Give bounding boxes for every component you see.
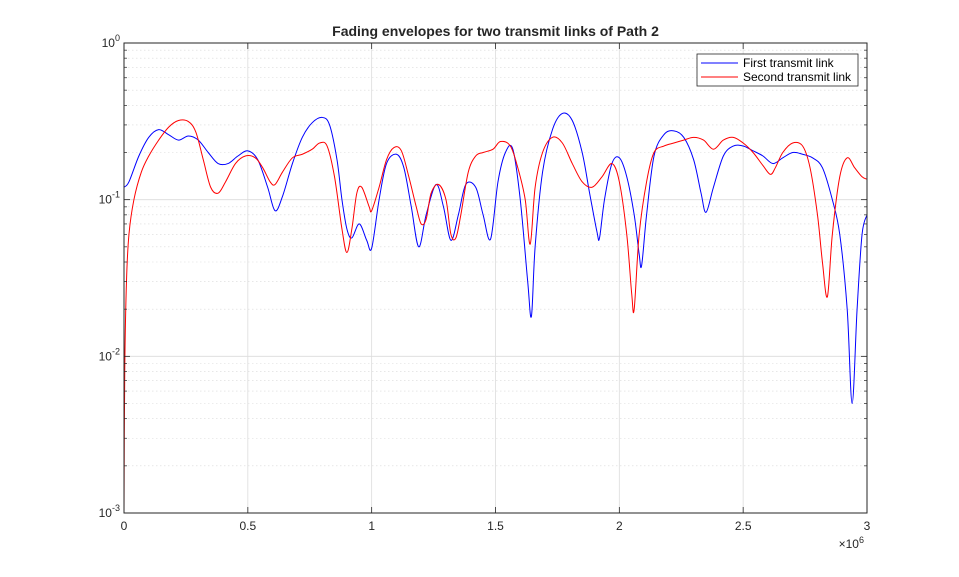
- x-tick-label: 1: [368, 519, 375, 533]
- series-line-2: [123, 119, 868, 514]
- x-tick-label: 2: [616, 519, 623, 533]
- series-line-1: [123, 112, 868, 404]
- series-layer: [123, 112, 868, 514]
- x-tick-label: 0.5: [239, 519, 256, 533]
- x-tick-label: 3: [864, 519, 871, 533]
- tick-marks: [123, 42, 868, 514]
- chart-title: Fading envelopes for two transmit links …: [332, 23, 659, 39]
- legend-label-1: First transmit link: [743, 56, 835, 70]
- legend-box: [696, 53, 859, 87]
- x-exponent-label: ×106: [839, 535, 864, 551]
- x-tick-label: 0: [121, 519, 128, 533]
- legend-label-2: Second transmit link: [743, 70, 852, 84]
- x-tick-label: 2.5: [735, 519, 752, 533]
- x-tick-label: 1.5: [487, 519, 504, 533]
- y-tick-label: 10-1: [99, 190, 120, 207]
- tick-labels: 0 0.5 1 1.5 2 2.5 3 10-3 10-2 10-1 100: [99, 33, 871, 533]
- y-tick-label: 10-3: [99, 503, 120, 520]
- y-tick-label: 10-2: [99, 346, 120, 363]
- y-tick-label: 100: [102, 33, 120, 50]
